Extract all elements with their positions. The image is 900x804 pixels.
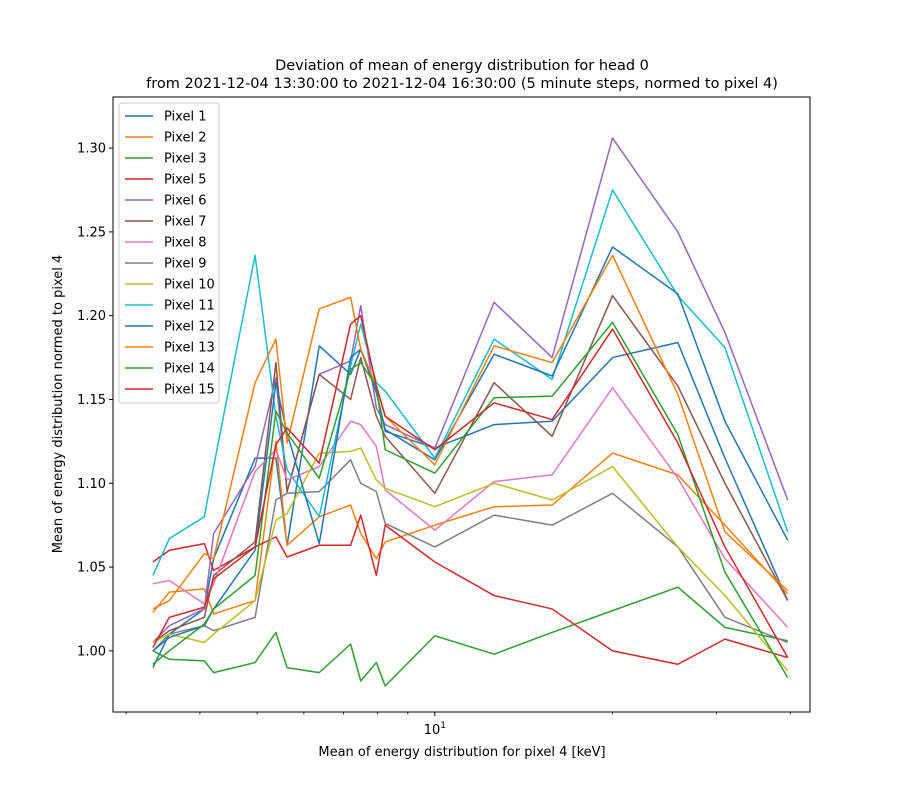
legend-box — [118, 102, 220, 404]
legend-entry: Pixel 12 — [164, 320, 215, 335]
y-tick-label: 1.00 — [77, 644, 106, 659]
x-axis-label: Mean of energy distribution for pixel 4 … — [318, 745, 605, 760]
series-line-10 — [152, 189, 789, 576]
series-line-13 — [152, 321, 789, 679]
legend-entry: Pixel 7 — [164, 215, 206, 230]
legend-entry: Pixel 2 — [164, 131, 206, 146]
plot-frame — [112, 96, 811, 713]
series-line-9 — [152, 447, 789, 672]
series-line-6 — [152, 294, 789, 644]
legend-entry: Pixel 5 — [164, 173, 206, 188]
legend-entry: Pixel 13 — [164, 341, 215, 356]
legend-entry: Pixel 15 — [164, 383, 215, 398]
legend: Pixel 1 Pixel 2 Pixel 3 Pixel 5 Pixel 6 Pixel… — [118, 102, 220, 404]
y-tick-label: 1.25 — [77, 225, 106, 240]
y-tick-label: 1.30 — [77, 142, 106, 157]
series-line-11 — [152, 246, 789, 652]
x-tick-label: 101 — [424, 721, 446, 738]
y-tick-label: 1.20 — [77, 309, 106, 324]
series-line-5 — [152, 137, 789, 643]
series-line-2 — [152, 440, 789, 615]
legend-entry: Pixel 1 — [164, 110, 206, 125]
legend-entry: Pixel 11 — [164, 299, 215, 314]
legend-entry: Pixel 14 — [164, 362, 215, 377]
series-line-14 — [152, 314, 789, 658]
y-axis-label: Mean of energy distribution normed to pi… — [51, 255, 66, 554]
legend-entry: Pixel 10 — [164, 278, 215, 293]
chart-title-line1: Deviation of mean of energy distribution… — [275, 58, 649, 74]
y-tick-label: 1.05 — [77, 561, 106, 576]
series-line-4 — [152, 514, 788, 665]
legend-entry: Pixel 3 — [164, 152, 206, 167]
series-line-12 — [152, 254, 789, 610]
legend-entry: Pixel 8 — [164, 236, 206, 251]
series-layer — [152, 137, 789, 687]
series-line-7 — [152, 386, 789, 628]
y-tick-label: 1.10 — [77, 477, 106, 492]
axis-layer: 1.00 1.05 1.10 1.15 1.20 1.25 1.30 101 — [77, 142, 791, 738]
legend-entry: Pixel 6 — [164, 194, 206, 209]
series-line-3 — [152, 586, 788, 687]
chart-title-line2: from 2021-12-04 13:30:00 to 2021-12-04 1… — [146, 76, 778, 92]
legend-entry: Pixel 9 — [164, 257, 206, 272]
series-line-8 — [152, 459, 788, 652]
y-tick-label: 1.15 — [77, 393, 106, 408]
